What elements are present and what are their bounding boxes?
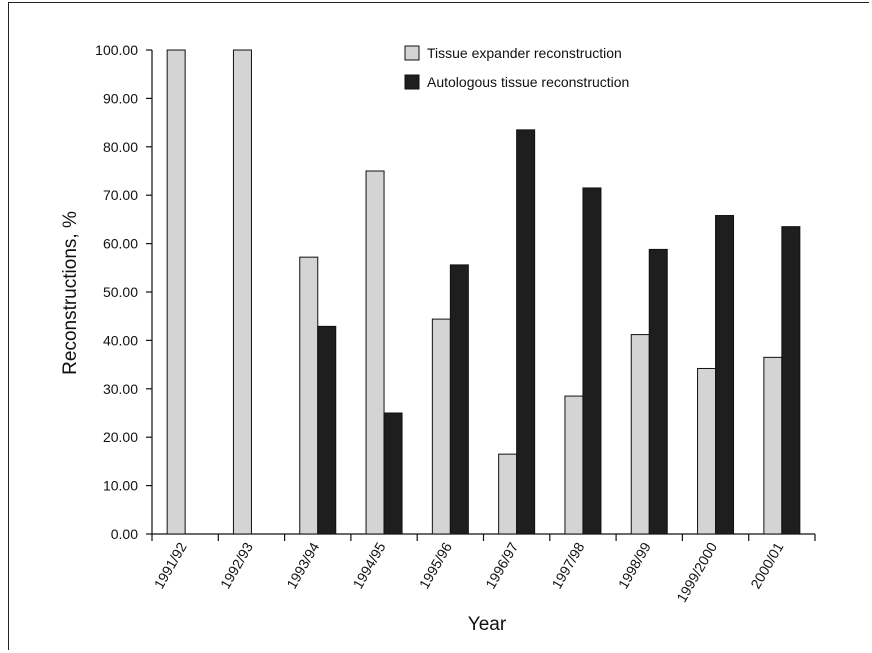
x-tick-label: 1995/96 [416, 539, 455, 591]
x-tick-label: 1994/95 [349, 539, 388, 591]
x-axis: 1991/92 1992/93 1993/94 1994/95 1995/96 1996/… [151, 533, 816, 605]
y-tick-label: 40.00 [103, 332, 138, 348]
x-tick-label: 1997/98 [548, 539, 587, 591]
bar-tissue-expander [498, 453, 518, 535]
y-tick-label: 20.00 [103, 429, 138, 445]
x-tick-label: 1992/93 [217, 539, 256, 591]
bar-tissue-expander [431, 318, 451, 535]
x-tick-label: 1996/97 [482, 539, 521, 591]
y-tick-label: 80.00 [103, 139, 138, 155]
bar-tissue-expander [630, 334, 650, 535]
bar-tissue-expander [365, 170, 385, 535]
bar-autologous [317, 325, 337, 535]
y-axis: 0.00 10.00 20.00 30.00 40.00 50.00 60.00 70.00 8… [95, 42, 153, 542]
bar-tissue-expander [697, 367, 717, 535]
x-axis-title: Year [468, 614, 507, 635]
y-axis-title: Reconstructions, % [60, 211, 81, 375]
y-tick-label: 90.00 [103, 90, 138, 106]
legend-label: Tissue expander reconstruction [427, 45, 622, 61]
bar-autologous [781, 226, 801, 535]
legend: Tissue expander reconstruction Autologous… [404, 45, 629, 90]
bar-tissue-expander [564, 395, 584, 535]
y-tick-label: 30.00 [103, 381, 138, 397]
bar-tissue-expander [232, 49, 252, 535]
figure-frame [8, 2, 869, 650]
bar-autologous [449, 264, 469, 535]
bar-autologous [715, 215, 735, 535]
y-tick-label: 0.00 [111, 526, 138, 542]
x-tick-label: 1993/94 [283, 539, 322, 591]
y-tick-label: 10.00 [103, 478, 138, 494]
y-tick-label: 100.00 [95, 42, 138, 58]
bar-tissue-expander [299, 256, 319, 535]
bar-tissue-expander [763, 356, 783, 535]
bar-tissue-expander [166, 49, 186, 535]
bar-autologous [582, 187, 602, 535]
y-tick-label: 70.00 [103, 187, 138, 203]
bar-autologous [648, 248, 668, 535]
legend-swatch [404, 74, 420, 90]
y-tick-label: 60.00 [103, 236, 138, 252]
legend-label: Autologous tissue reconstruction [427, 74, 629, 90]
x-tick-label: 2000/01 [747, 539, 786, 591]
bars [166, 49, 801, 535]
bar-autologous [516, 129, 536, 535]
legend-swatch [404, 45, 420, 61]
x-tick-label: 1998/99 [615, 539, 654, 591]
bar-autologous [383, 412, 403, 535]
x-tick-label: 1999/2000 [673, 539, 720, 604]
y-tick-label: 50.00 [103, 284, 138, 300]
x-tick-label: 1991/92 [151, 539, 190, 591]
